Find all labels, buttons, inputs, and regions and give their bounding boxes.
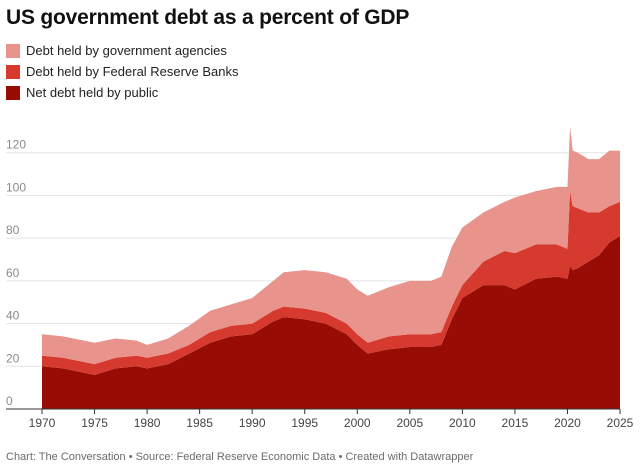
chart-footer: Chart: The Conversation • Source: Federa…: [6, 451, 474, 463]
x-tick-label-2020: 2020: [554, 416, 581, 430]
legend-label-federal-reserve: Debt held by Federal Reserve Banks: [26, 64, 239, 79]
legend-item-agencies: Debt held by government agencies: [6, 40, 238, 61]
y-tick-label-100: 100: [6, 180, 26, 194]
x-tick-label-1970: 1970: [29, 416, 56, 430]
legend-label-agencies: Debt held by government agencies: [26, 43, 227, 58]
legend-swatch-federal-reserve: [6, 64, 20, 79]
x-tick-label-2015: 2015: [502, 416, 529, 430]
x-axis: 1970 1975 1980 1985 1990 1995 2000 2005 2010 2015…: [6, 408, 634, 430]
y-tick-label-40: 40: [6, 309, 20, 323]
x-tick-label-2000: 2000: [344, 416, 371, 430]
legend-item-federal-reserve: Debt held by Federal Reserve Banks: [6, 61, 238, 82]
y-axis: 0 20 40 60 80 100 120: [6, 138, 26, 408]
x-tick-label-1975: 1975: [81, 416, 108, 430]
legend-label-public: Net debt held by public: [26, 85, 159, 100]
x-tick-label-2010: 2010: [449, 416, 476, 430]
x-tick-label-1990: 1990: [239, 416, 266, 430]
area-series-net-debt-held-by-public: [42, 236, 620, 409]
y-tick-label-80: 80: [6, 223, 20, 237]
legend-item-public: Net debt held by public: [6, 82, 238, 103]
y-tick-label-0: 0: [6, 394, 13, 408]
legend-swatch-public: [6, 85, 20, 100]
legend: Debt held by government agencies Debt he…: [6, 40, 238, 103]
y-tick-label-120: 120: [6, 138, 26, 152]
y-tick-label-60: 60: [6, 266, 20, 280]
y-tick-label-20: 20: [6, 351, 20, 365]
x-tick-label-2005: 2005: [396, 416, 423, 430]
legend-swatch-agencies: [6, 43, 20, 58]
area-layer: [42, 127, 620, 409]
x-tick-label-1980: 1980: [134, 416, 161, 430]
chart-title: US government debt as a percent of GDP: [6, 6, 410, 29]
x-tick-label-1995: 1995: [291, 416, 318, 430]
x-tick-label-1985: 1985: [186, 416, 213, 430]
x-tick-label-2025: 2025: [607, 416, 634, 430]
area-series-debt-held-by-federal-reserve-banks: [42, 191, 620, 375]
area-series-debt-held-by-government-agencies: [42, 127, 620, 365]
